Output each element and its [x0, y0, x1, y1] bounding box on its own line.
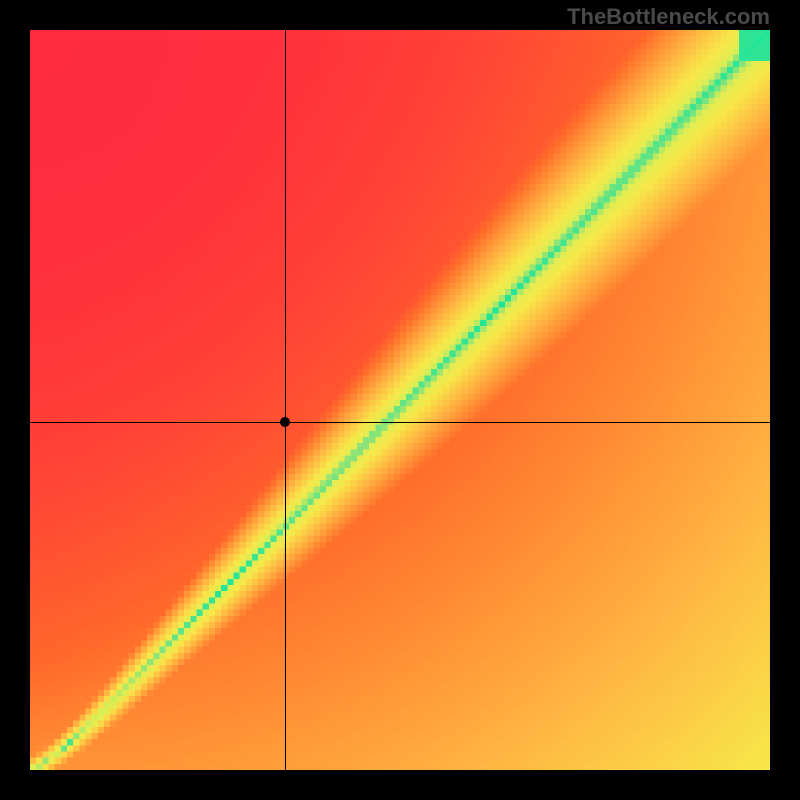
watermark-text: TheBottleneck.com	[567, 4, 770, 30]
crosshair-horizontal	[30, 422, 770, 423]
crosshair-vertical	[285, 30, 286, 770]
chart-container: TheBottleneck.com	[0, 0, 800, 800]
heatmap-canvas	[30, 30, 770, 770]
plot-area	[30, 30, 770, 770]
